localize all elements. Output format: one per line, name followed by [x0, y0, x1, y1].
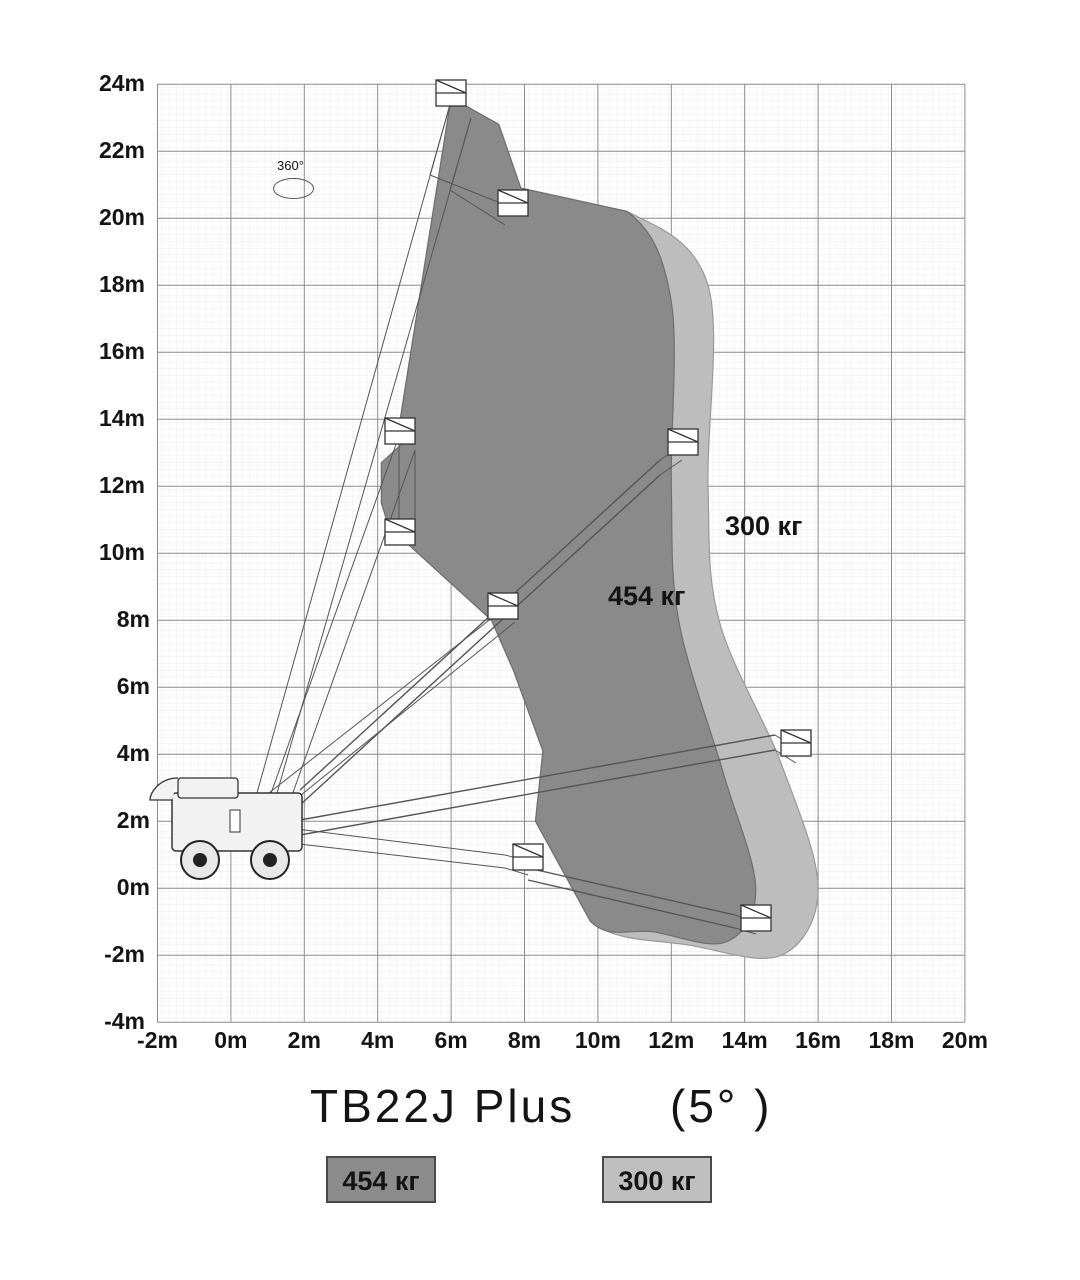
svg-text:12m: 12m — [99, 472, 145, 498]
svg-text:16m: 16m — [99, 338, 145, 364]
svg-text:14m: 14m — [99, 405, 145, 431]
svg-text:24m: 24m — [99, 70, 145, 96]
svg-text:2m: 2m — [288, 1027, 321, 1053]
svg-text:300 кг: 300 кг — [725, 511, 802, 541]
svg-text:(5° ): (5° ) — [670, 1080, 772, 1132]
svg-text:20m: 20m — [99, 204, 145, 230]
svg-text:300 кг: 300 кг — [618, 1166, 695, 1196]
svg-text:8m: 8m — [117, 606, 150, 632]
svg-text:454 кг: 454 кг — [342, 1166, 419, 1196]
svg-text:0m: 0m — [117, 874, 150, 900]
svg-text:4m: 4m — [361, 1027, 394, 1053]
svg-text:22m: 22m — [99, 137, 145, 163]
svg-text:16m: 16m — [795, 1027, 841, 1053]
svg-text:-2m: -2m — [137, 1027, 178, 1053]
svg-text:-2m: -2m — [104, 941, 145, 967]
svg-text:6m: 6m — [117, 673, 150, 699]
svg-text:20m: 20m — [942, 1027, 988, 1053]
svg-text:18m: 18m — [868, 1027, 914, 1053]
svg-text:6m: 6m — [434, 1027, 467, 1053]
svg-text:8m: 8m — [508, 1027, 541, 1053]
svg-text:18m: 18m — [99, 271, 145, 297]
svg-text:12m: 12m — [648, 1027, 694, 1053]
svg-text:4m: 4m — [117, 740, 150, 766]
svg-text:10m: 10m — [99, 539, 145, 565]
svg-text:360°: 360° — [277, 158, 304, 173]
svg-text:2m: 2m — [117, 807, 150, 833]
svg-text:454 кг: 454 кг — [608, 581, 685, 611]
svg-text:14m: 14m — [722, 1027, 768, 1053]
svg-text:0m: 0m — [214, 1027, 247, 1053]
svg-text:10m: 10m — [575, 1027, 621, 1053]
svg-text:TB22J Plus: TB22J Plus — [310, 1080, 575, 1132]
